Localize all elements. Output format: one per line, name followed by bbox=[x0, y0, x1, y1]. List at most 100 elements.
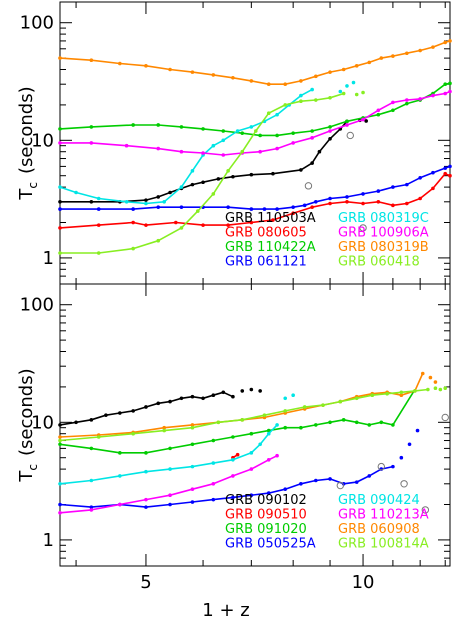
series-point-grb-080319c bbox=[144, 201, 148, 206]
series-point-grb-090102 bbox=[221, 390, 226, 395]
series-point-grb-091020 bbox=[190, 442, 195, 447]
series-point-grb-100814a bbox=[399, 390, 404, 395]
bottom-panel-x-tick-label: 5 bbox=[140, 572, 151, 593]
series-point-grb-080319c bbox=[310, 87, 314, 92]
series-point-grb-100906a bbox=[418, 97, 422, 101]
series-point-grb-090102 bbox=[89, 418, 94, 422]
series-point-grb-110503a bbox=[201, 180, 205, 185]
series-point-grb-090102 bbox=[74, 420, 78, 425]
series-point-grb-091020 bbox=[231, 435, 235, 439]
series-point-grb-110503a bbox=[216, 177, 221, 181]
series-point-grb-080319b bbox=[418, 48, 422, 53]
series-grb-080605 bbox=[58, 171, 452, 230]
series-point-grb-061121 bbox=[302, 203, 307, 208]
legend-entry: GRB 080319C bbox=[338, 211, 429, 226]
series-point-grb-110213a bbox=[89, 508, 94, 512]
series-point-grb-050525a bbox=[58, 502, 62, 507]
legend-entry: GRB 110213A bbox=[338, 508, 429, 523]
series-point-grb-110422a bbox=[345, 119, 349, 124]
series-point-grb-091020 bbox=[168, 446, 172, 451]
series-point-grb-090424 bbox=[144, 469, 148, 474]
series-line-grb-060418 bbox=[60, 92, 344, 254]
series-point-grb-090102 bbox=[168, 399, 172, 404]
series-point-grb-080319c bbox=[190, 169, 195, 173]
series-point-grb-100906a bbox=[291, 141, 295, 145]
series-point-grb-061121 bbox=[275, 207, 279, 211]
series-isolated-point-grb-060418 bbox=[354, 92, 359, 97]
series-point-grb-080319b bbox=[405, 51, 409, 56]
series-isolated-point-grb-080319c bbox=[345, 84, 349, 88]
top-panel-y-tick-label: 10 bbox=[31, 130, 54, 151]
series-point-grb-050525a bbox=[314, 478, 318, 483]
series-line-grb-080319c bbox=[59, 88, 313, 205]
series-grb-050525a bbox=[58, 428, 420, 509]
series-point-grb-110422a bbox=[179, 125, 184, 129]
series-point-grb-100814a bbox=[58, 438, 62, 443]
series-point-grb-080319c bbox=[124, 200, 129, 204]
series-point-grb-080319b bbox=[431, 45, 435, 49]
series-point-grb-110422a bbox=[156, 123, 161, 127]
top-panel-open-circle bbox=[304, 182, 313, 190]
series-point-grb-100814a bbox=[240, 418, 245, 422]
series-point-grb-060418 bbox=[299, 99, 303, 104]
series-point-grb-110503a bbox=[328, 136, 332, 141]
series-point-grb-100814a bbox=[426, 387, 430, 392]
series-point-grb-110503a bbox=[249, 172, 254, 177]
series-grb-080319c bbox=[58, 80, 356, 206]
series-point-grb-080319b bbox=[314, 74, 318, 79]
series-isolated-point-grb-080319c bbox=[338, 89, 343, 94]
series-point-grb-080319c bbox=[162, 200, 167, 204]
series-point-grb-080605 bbox=[431, 186, 435, 191]
series-point-grb-050525a bbox=[249, 493, 254, 497]
series-grb-110213a bbox=[58, 453, 279, 515]
series-point-grb-080605 bbox=[226, 223, 230, 227]
series-point-grb-110503a bbox=[317, 149, 322, 154]
series-grb-100814a bbox=[58, 386, 448, 443]
series-point-grb-061121 bbox=[131, 207, 135, 211]
legend-entry: GRB 100906A bbox=[338, 226, 429, 241]
series-grb-100906a bbox=[58, 89, 452, 157]
series-point-grb-100906a bbox=[124, 143, 129, 148]
series-point-grb-061121 bbox=[405, 182, 409, 187]
series-point-grb-060418 bbox=[253, 129, 258, 133]
series-isolated-point-grb-090424 bbox=[283, 396, 288, 401]
series-point-grb-080605 bbox=[418, 196, 422, 201]
series-point-grb-061121 bbox=[262, 207, 267, 211]
top-panel-open-circle bbox=[359, 224, 367, 232]
series-point-grb-110422a bbox=[310, 129, 314, 133]
series-point-grb-110422a bbox=[131, 123, 135, 127]
series-point-grb-060418 bbox=[226, 169, 230, 173]
series-line-grb-090424 bbox=[59, 424, 278, 485]
legend-entry: GRB 110503A bbox=[225, 211, 316, 226]
series-point-grb-100814a bbox=[262, 413, 267, 417]
series-point-grb-080319b bbox=[168, 67, 172, 72]
series-point-grb-080319c bbox=[299, 93, 303, 98]
series-point-grb-110213a bbox=[275, 453, 279, 458]
series-point-grb-091020 bbox=[118, 451, 122, 455]
series-point-grb-091020 bbox=[328, 420, 332, 425]
series-point-grb-090424 bbox=[190, 464, 195, 469]
series-point-grb-090424 bbox=[231, 457, 235, 462]
top-panel-ylabel-main: T bbox=[16, 188, 37, 201]
series-isolated-point-grb-090102 bbox=[258, 389, 262, 393]
series-point-grb-090424 bbox=[258, 442, 262, 447]
series-point-grb-080319b bbox=[190, 70, 195, 74]
series-point-grb-060908 bbox=[190, 423, 195, 427]
series-point-grb-050525a bbox=[328, 477, 332, 481]
series-point-grb-050525a bbox=[299, 482, 303, 486]
series-point-grb-061121 bbox=[328, 196, 332, 201]
series-point-grb-080605 bbox=[249, 220, 254, 225]
bottom-panel-y-tick-label: 1 bbox=[43, 530, 54, 551]
series-point-grb-100906a bbox=[328, 129, 332, 133]
series-point-grb-050525a bbox=[391, 464, 395, 469]
series-point-grb-110422a bbox=[328, 125, 332, 129]
series-point-grb-080319b bbox=[354, 64, 359, 68]
legend-entry: GRB 080605 bbox=[225, 226, 307, 241]
series-point-grb-100814a bbox=[216, 420, 221, 425]
series-point-grb-100814a bbox=[321, 403, 325, 407]
series-point-grb-100814a bbox=[302, 405, 307, 409]
series-point-grb-060908 bbox=[420, 371, 425, 376]
bottom-panel-open-circle bbox=[421, 506, 430, 514]
series-point-grb-091020 bbox=[283, 425, 288, 430]
